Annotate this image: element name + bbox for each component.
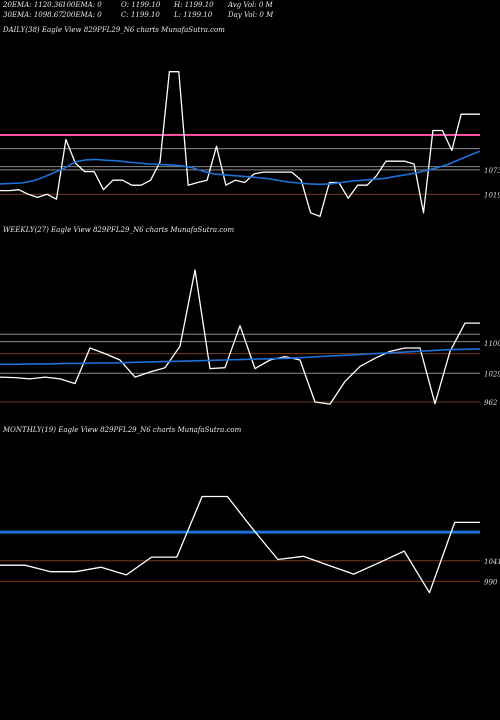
ema200-label: 200EMA: 0 — [62, 11, 102, 19]
open-label: O: 1199.10 — [121, 1, 161, 9]
y-tick-label: 962 — [484, 399, 498, 407]
y-tick-label: 990 — [484, 578, 498, 586]
low-label: L: 1199.10 — [174, 11, 213, 19]
ema100-label: 100EMA: 0 — [62, 1, 102, 9]
price-series-line — [0, 269, 480, 405]
avgvol-label: Avg Vol: 0 M — [228, 1, 273, 9]
price-series-line — [0, 71, 480, 218]
ema30-label: 30EMA: 1098.67 — [3, 11, 63, 19]
dayvol-label: Day Vol: 0 M — [228, 11, 274, 19]
y-tick-label: 1073 — [484, 167, 500, 175]
ema20-label: 20EMA: 1120.36 — [3, 1, 63, 9]
y-tick-label: 1100 — [484, 340, 500, 348]
y-tick-label: 1041 — [484, 558, 500, 566]
close-label: C: 1199.10 — [121, 11, 160, 19]
weekly-chart-title: WEEKLY(27) Eagle View 829PFL29_N6 charts… — [3, 226, 235, 234]
monthly-chart-title: MONTHLY(19) Eagle View 829PFL29_N6 chart… — [3, 426, 242, 434]
daily-chart-title: DAILY(38) Eagle View 829PFL29_N6 charts … — [3, 26, 225, 34]
ema-series-line — [0, 150, 481, 186]
ema-series-line — [0, 348, 481, 366]
monthly-chart: 1041 990 — [0, 495, 500, 594]
price-series-line — [0, 495, 480, 594]
y-tick-label: 1019 — [484, 191, 500, 199]
daily-chart: 1073 1019 — [0, 71, 500, 218]
high-label: H: 1199.10 — [174, 1, 214, 9]
